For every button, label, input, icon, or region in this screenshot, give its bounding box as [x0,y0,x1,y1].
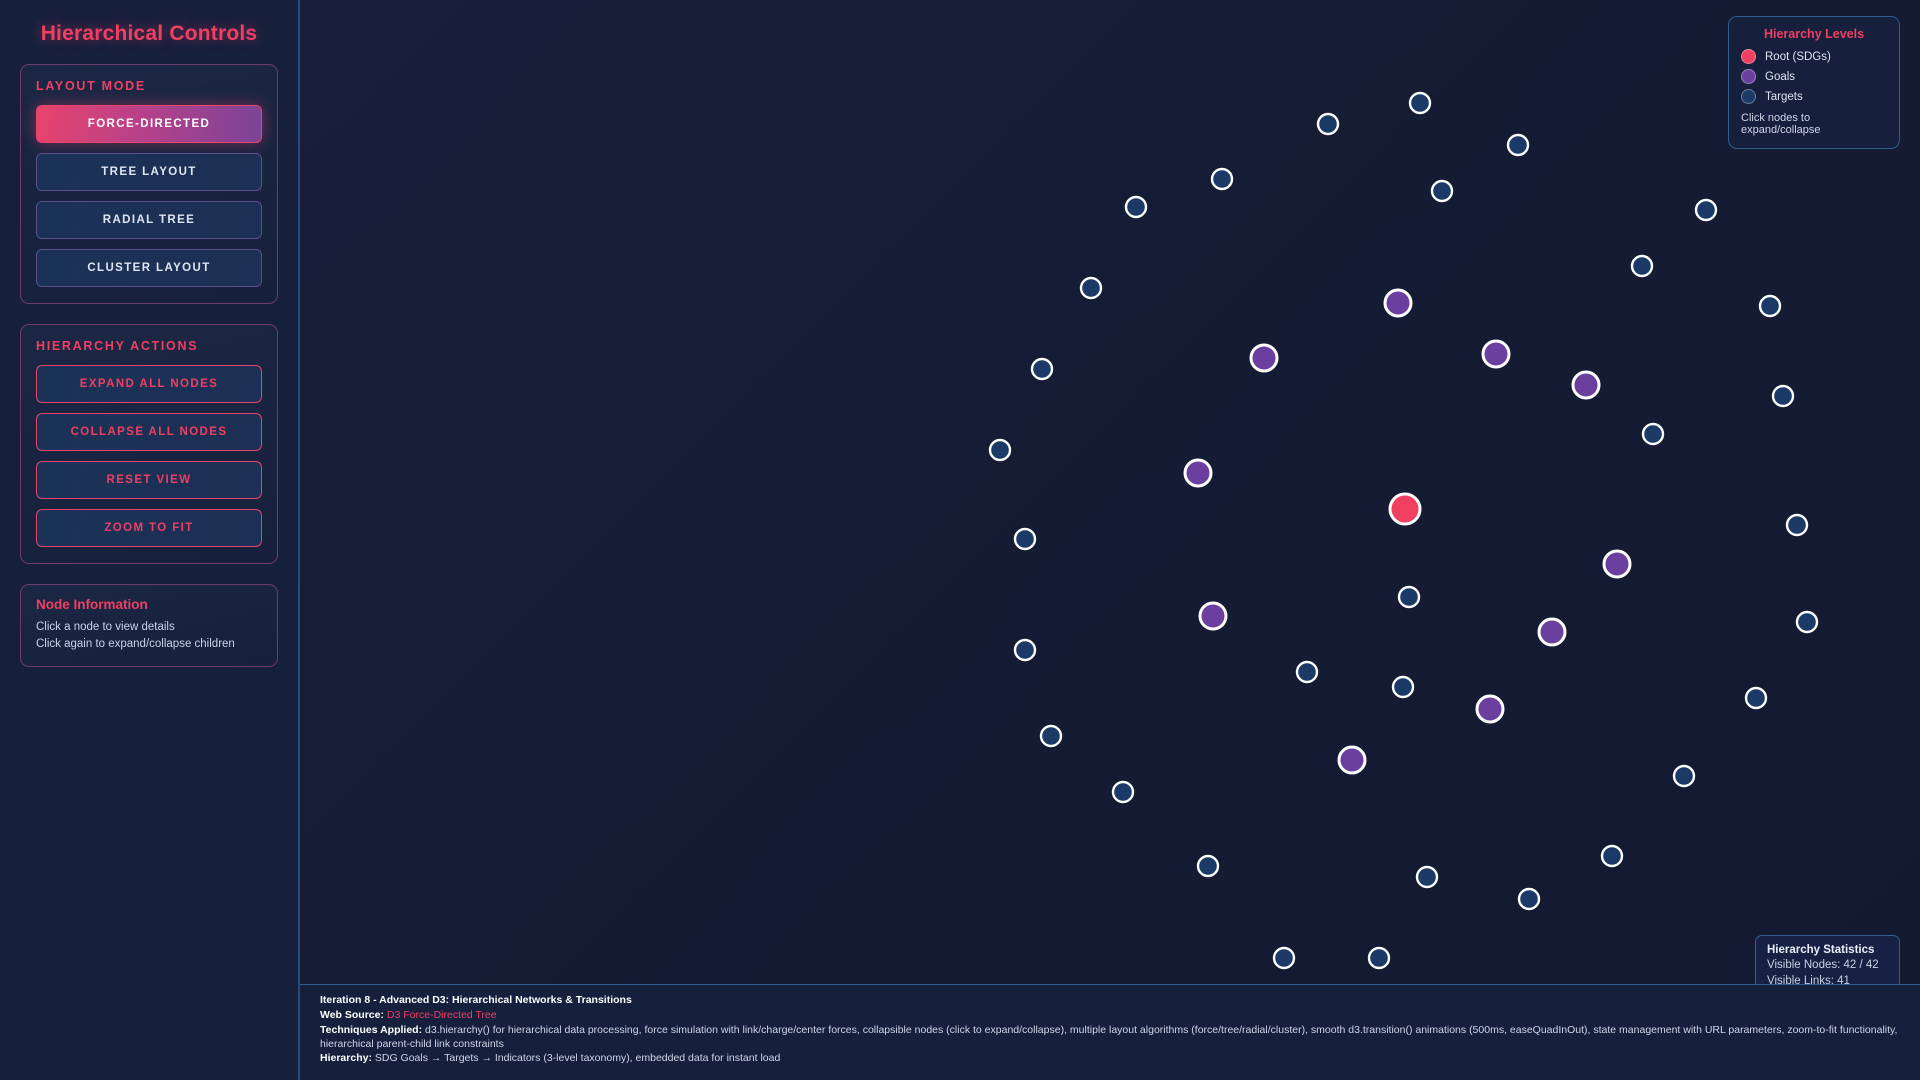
graph-node-goal[interactable] [1537,617,1567,647]
graph-node-target[interactable] [1039,724,1063,748]
layout-button-cluster-layout[interactable]: CLUSTER LAYOUT [36,249,262,287]
legend-label-root: Root (SDGs) [1765,50,1831,63]
graph-node-target[interactable] [1079,276,1103,300]
legend-dot-goals-icon [1741,69,1756,84]
graph-node-target[interactable] [1408,91,1432,115]
graph-node-target[interactable] [1391,675,1415,699]
graph-node-goal[interactable] [1475,694,1505,724]
graph-node-target[interactable] [1210,167,1234,191]
graph-node-target[interactable] [1111,780,1135,804]
reset-view-button[interactable]: RESET VIEW [36,461,262,499]
graph-node-target[interactable] [1672,764,1696,788]
graph-node-target[interactable] [1506,133,1530,157]
graph-node-goal[interactable] [1383,288,1413,318]
graph-node-target[interactable] [1744,686,1768,710]
graph-node-target[interactable] [1196,854,1220,878]
footer-web-source-label: Web Source: [320,1008,384,1021]
graph-node-target[interactable] [1600,844,1624,868]
collapse-all-nodes-button[interactable]: COLLAPSE ALL NODES [36,413,262,451]
hierarchy-actions-panel: HIERARCHY ACTIONS EXPAND ALL NODES COLLA… [20,324,278,564]
footer-hierarchy-text: SDG Goals → Targets → Indicators (3-leve… [371,1052,781,1065]
legend-dot-targets-icon [1741,89,1756,104]
legend-panel: Hierarchy Levels Root (SDGs) Goals Targe… [1728,16,1900,149]
hierarchy-graph-svg[interactable] [300,0,1920,1080]
zoom-to-fit-button[interactable]: ZOOM TO FIT [36,509,262,547]
page-title: Hierarchical Controls [40,22,258,45]
graph-node-target[interactable] [1397,585,1421,609]
footer-iteration-text: Iteration 8 - Advanced D3: Hierarchical … [320,994,632,1006]
graph-node-goal[interactable] [1183,458,1213,488]
footer-iteration: Iteration 8 - Advanced D3: Hierarchical … [320,994,1898,1008]
hierarchy-actions-title: HIERARCHY ACTIONS [36,339,199,353]
graph-node-target[interactable] [1785,513,1809,537]
layout-mode-panel: LAYOUT MODE FORCE-DIRECTED TREE LAYOUT R… [20,64,278,304]
graph-node-goal[interactable] [1198,601,1228,631]
legend-item-goals: Goals [1741,69,1887,84]
graph-node-target[interactable] [1295,660,1319,684]
graph-node-target[interactable] [988,438,1012,462]
graph-node-goal[interactable] [1602,549,1632,579]
graph-node-target[interactable] [1430,179,1454,203]
graph-node-target[interactable] [1030,357,1054,381]
graph-node-target[interactable] [1771,384,1795,408]
graph-node-goal[interactable] [1337,745,1367,775]
graph-node-target[interactable] [1013,638,1037,662]
layout-mode-title: LAYOUT MODE [36,79,146,93]
graph-node-target[interactable] [1694,198,1718,222]
graph-node-target[interactable] [1013,527,1037,551]
expand-all-nodes-button[interactable]: EXPAND ALL NODES [36,365,262,403]
footer-web-source-link[interactable]: D3 Force-Directed Tree [386,1008,497,1021]
layout-button-force-directed[interactable]: FORCE-DIRECTED [36,105,262,143]
layout-button-tree-layout[interactable]: TREE LAYOUT [36,153,262,191]
legend-hint: Click nodes to expand/collapse [1741,112,1821,136]
legend-label-goals: Goals [1765,70,1796,83]
node-information-line-2: Click again to expand/collapse children [36,637,235,650]
graph-node-target[interactable] [1630,254,1654,278]
legend-item-root: Root (SDGs) [1741,49,1887,64]
statistics-title: Hierarchy Statistics [1767,944,1875,957]
graph-node-goal[interactable] [1481,339,1511,369]
footer-info: Iteration 8 - Advanced D3: Hierarchical … [300,984,1920,1080]
graph-node-target[interactable] [1272,946,1296,970]
statistics-visible-links: Visible Links: 41 [1767,974,1850,987]
statistics-visible-nodes: Visible Nodes: 42 / 42 [1767,959,1879,972]
graph-node-goal[interactable] [1249,343,1279,373]
footer-hierarchy: Hierarchy: SDG Goals → Targets → Indicat… [320,1052,1898,1066]
legend-title: Hierarchy Levels [1763,27,1865,41]
graph-node-root[interactable] [1388,492,1422,526]
layout-button-radial-tree[interactable]: RADIAL TREE [36,201,262,239]
footer-hierarchy-label: Hierarchy: [320,1052,372,1065]
graph-node-target[interactable] [1758,294,1782,318]
graph-node-target[interactable] [1415,865,1439,889]
graph-node-target[interactable] [1367,946,1391,970]
graph-node-target[interactable] [1124,195,1148,219]
graph-node-goal[interactable] [1571,370,1601,400]
footer-techniques-label: Techniques Applied: [320,1023,423,1036]
legend-item-targets: Targets [1741,89,1887,104]
sidebar: Hierarchical Controls LAYOUT MODE FORCE-… [0,0,300,1080]
footer-techniques: Techniques Applied: d3.hierarchy() for h… [320,1024,1898,1052]
node-information-line-1: Click a node to view details [36,621,175,633]
legend-label-targets: Targets [1765,90,1803,103]
graph-node-target[interactable] [1641,422,1665,446]
graph-node-target[interactable] [1795,610,1819,634]
legend-dot-root-icon [1741,49,1756,64]
footer-techniques-text: d3.hierarchy() for hierarchical data pro… [320,1023,1898,1050]
node-information-title: Node Information [36,597,148,612]
graph-node-target[interactable] [1517,887,1541,911]
graph-canvas[interactable]: Hierarchy Levels Root (SDGs) Goals Targe… [300,0,1920,1080]
node-information-panel: Node Information Click a node to view de… [20,584,278,668]
footer-web-source: Web Source: D3 Force-Directed Tree [320,1009,1898,1023]
graph-node-target[interactable] [1316,112,1340,136]
